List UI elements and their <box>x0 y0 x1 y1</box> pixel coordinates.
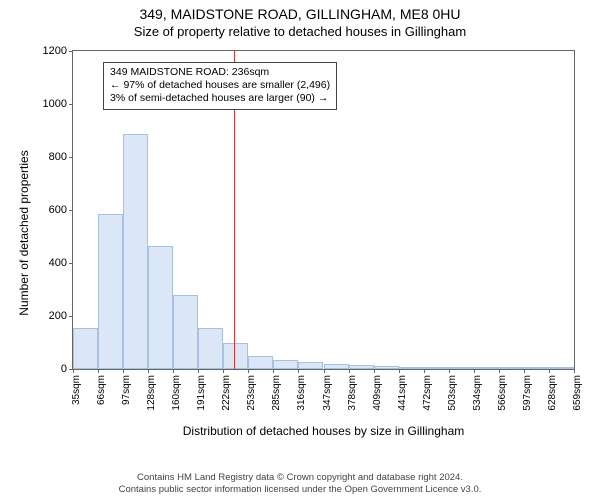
x-tick-mark <box>123 369 124 373</box>
y-tick-label: 200 <box>49 310 67 322</box>
chart-container: Number of detached properties 0200400600… <box>10 44 590 444</box>
x-tick-label: 503sqm <box>447 375 458 411</box>
chart-title: 349, MAIDSTONE ROAD, GILLINGHAM, ME8 0HU <box>0 0 600 22</box>
x-tick-mark <box>549 369 550 373</box>
x-tick-mark <box>449 369 450 373</box>
histogram-bar <box>98 214 123 369</box>
histogram-bar <box>248 356 273 369</box>
footer: Contains HM Land Registry data © Crown c… <box>0 472 600 496</box>
x-tick-label: 566sqm <box>497 375 508 411</box>
x-tick-label: 534sqm <box>472 375 483 411</box>
annotation-line: 3% of semi-detached houses are larger (9… <box>110 92 330 105</box>
histogram-bar <box>424 367 449 369</box>
histogram-bar <box>399 367 424 369</box>
x-tick-mark <box>298 369 299 373</box>
x-tick-label: 97sqm <box>121 375 132 405</box>
x-tick-mark <box>148 369 149 373</box>
x-tick-label: 35sqm <box>71 375 82 405</box>
histogram-bar <box>173 295 198 369</box>
x-tick-label: 472sqm <box>422 375 433 411</box>
histogram-bar <box>298 362 323 369</box>
histogram-bar <box>499 367 524 369</box>
histogram-bar <box>198 328 223 369</box>
x-tick-mark <box>324 369 325 373</box>
annotation-box: 349 MAIDSTONE ROAD: 236sqm← 97% of detac… <box>103 62 337 109</box>
x-tick-mark <box>273 369 274 373</box>
x-tick-label: 441sqm <box>397 375 408 411</box>
x-tick-mark <box>524 369 525 373</box>
annotation-line: 349 MAIDSTONE ROAD: 236sqm <box>110 66 330 79</box>
x-tick-mark <box>374 369 375 373</box>
x-tick-label: 253sqm <box>246 375 257 411</box>
x-tick-label: 66sqm <box>96 375 107 405</box>
y-tick-label: 400 <box>49 257 67 269</box>
x-tick-label: 191sqm <box>196 375 207 411</box>
y-tick-mark <box>69 210 73 211</box>
annotation-line: ← 97% of detached houses are smaller (2,… <box>110 79 330 92</box>
x-tick-mark <box>73 369 74 373</box>
histogram-bar <box>524 367 549 369</box>
histogram-bar <box>374 366 399 369</box>
x-tick-mark <box>349 369 350 373</box>
plot-area: 02004006008001000120035sqm66sqm97sqm128s… <box>72 50 575 370</box>
y-tick-mark <box>69 263 73 264</box>
histogram-bar <box>148 246 173 369</box>
histogram-bar <box>223 343 248 370</box>
y-tick-label: 800 <box>49 151 67 163</box>
x-tick-mark <box>198 369 199 373</box>
x-tick-mark <box>474 369 475 373</box>
histogram-bar <box>324 364 349 369</box>
y-tick-mark <box>69 157 73 158</box>
y-tick-mark <box>69 104 73 105</box>
histogram-bar <box>474 367 499 369</box>
histogram-bar <box>273 360 298 369</box>
footer-line1: Contains HM Land Registry data © Crown c… <box>0 472 600 484</box>
y-tick-label: 1000 <box>43 98 67 110</box>
chart-subtitle: Size of property relative to detached ho… <box>0 22 600 39</box>
x-tick-label: 597sqm <box>522 375 533 411</box>
histogram-bar <box>449 367 474 369</box>
x-tick-label: 347sqm <box>322 375 333 411</box>
x-tick-label: 378sqm <box>347 375 358 411</box>
x-tick-mark <box>248 369 249 373</box>
y-axis-label: Number of detached properties <box>17 43 31 423</box>
y-tick-label: 600 <box>49 204 67 216</box>
x-tick-label: 409sqm <box>372 375 383 411</box>
footer-line2: Contains public sector information licen… <box>0 484 600 496</box>
x-tick-mark <box>173 369 174 373</box>
x-tick-label: 160sqm <box>171 375 182 411</box>
x-tick-mark <box>574 369 575 373</box>
histogram-bar <box>549 367 574 369</box>
x-tick-mark <box>98 369 99 373</box>
x-tick-label: 316sqm <box>296 375 307 411</box>
y-tick-mark <box>69 316 73 317</box>
x-tick-label: 659sqm <box>572 375 583 411</box>
x-tick-label: 222sqm <box>221 375 232 411</box>
y-tick-mark <box>69 51 73 52</box>
histogram-bar <box>349 365 374 369</box>
x-tick-label: 285sqm <box>271 375 282 411</box>
x-tick-mark <box>223 369 224 373</box>
x-tick-label: 628sqm <box>547 375 558 411</box>
y-tick-label: 0 <box>61 363 67 375</box>
x-tick-mark <box>424 369 425 373</box>
histogram-bar <box>123 134 148 369</box>
x-tick-mark <box>499 369 500 373</box>
x-axis-label: Distribution of detached houses by size … <box>72 424 575 438</box>
x-tick-mark <box>399 369 400 373</box>
histogram-bar <box>73 328 98 369</box>
y-tick-label: 1200 <box>43 45 67 57</box>
x-tick-label: 128sqm <box>146 375 157 411</box>
